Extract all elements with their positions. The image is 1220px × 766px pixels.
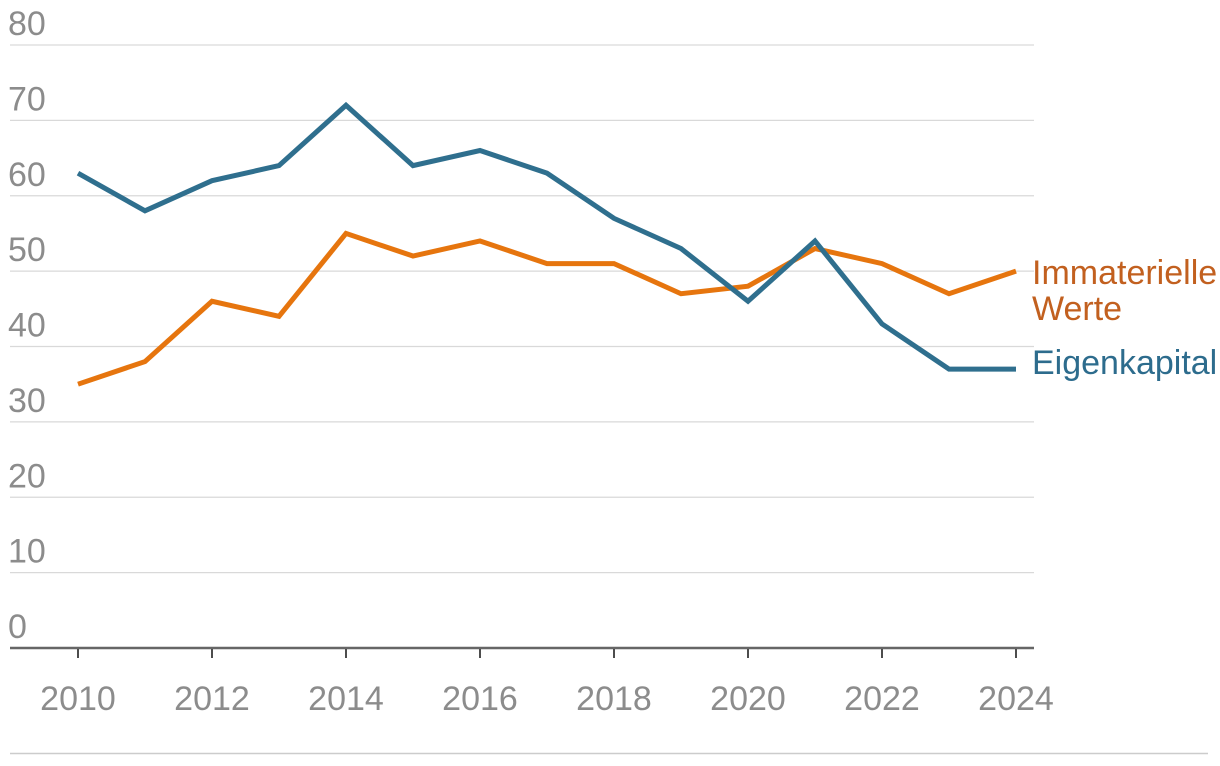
x-axis-label-2018: 2018 [576, 680, 652, 718]
x-axis-label-2010: 2010 [40, 680, 116, 718]
series-line-eigenkapital [76, 101, 1016, 372]
y-axis-label-10: 10 [8, 533, 46, 571]
y-axis-label-50: 50 [8, 231, 46, 269]
series-label-eigenkapital: Eigenkapital [1032, 344, 1218, 382]
x-axis-label-2012: 2012 [174, 680, 250, 718]
y-axis-label-20: 20 [8, 457, 46, 495]
series-label-immaterielle-werte: Immaterielle Werte [1032, 254, 1218, 328]
series-line-immaterielle-werte [77, 230, 1017, 387]
y-axis-label-0: 0 [8, 608, 27, 646]
y-axis-label-40: 40 [8, 307, 46, 345]
x-axis-label-2022: 2022 [844, 680, 920, 718]
x-axis-label-2020: 2020 [710, 680, 786, 718]
y-axis-label-80: 80 [8, 5, 46, 43]
y-axis-label-30: 30 [8, 382, 46, 420]
y-axis-label-70: 70 [8, 80, 46, 118]
x-axis-label-2024: 2024 [978, 680, 1054, 718]
y-axis-label-60: 60 [8, 156, 46, 194]
x-axis-label-2014: 2014 [308, 680, 384, 718]
x-axis-label-2016: 2016 [442, 680, 518, 718]
